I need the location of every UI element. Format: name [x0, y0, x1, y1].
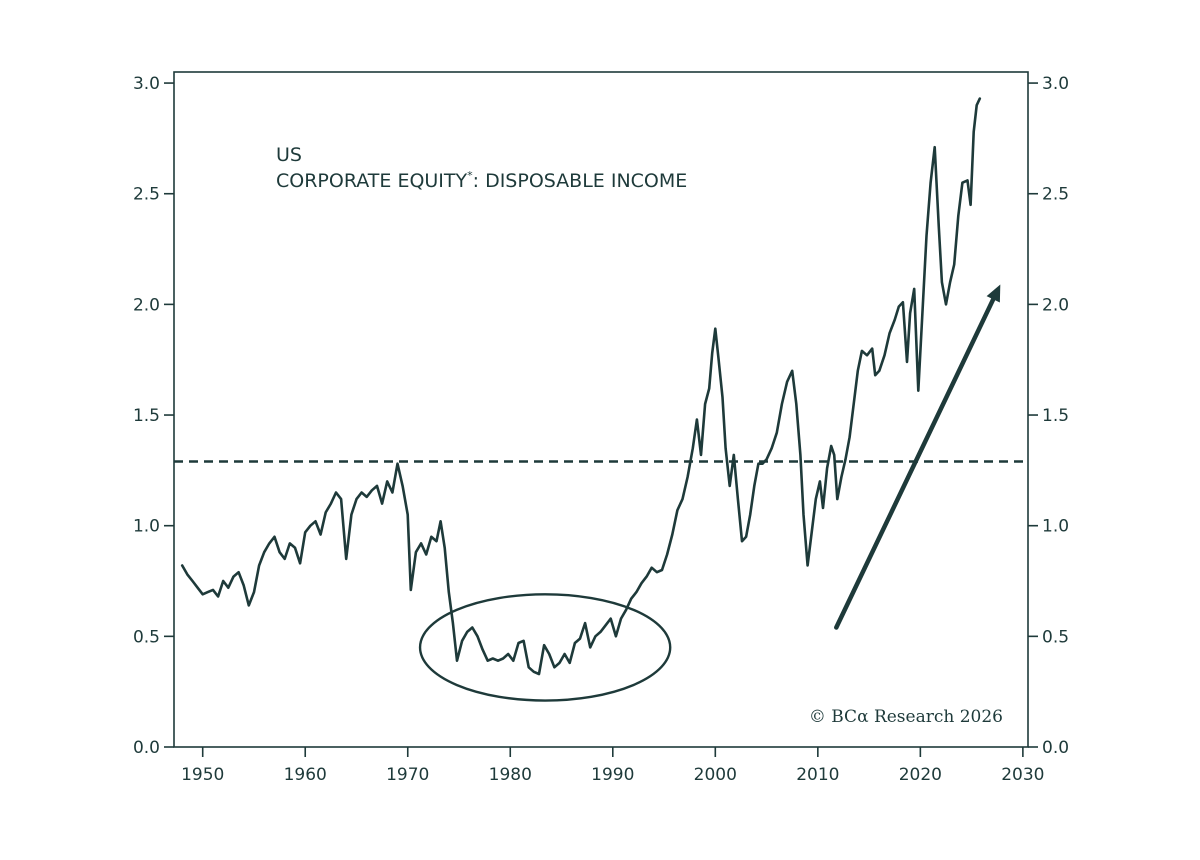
trend-arrow-shaft — [834, 293, 998, 630]
y-tick-label-left: 2.5 — [133, 185, 160, 205]
annotation-layer — [418, 284, 1001, 702]
chart-subtitle-rest: : DISPOSABLE INCOME — [473, 170, 688, 192]
axis-layer: 0.0 0.0 0.5 0.5 1.0 1.0 1.5 1.5 2.0 2.0 2.5 2.5 3.0 3… — [133, 74, 1069, 785]
x-tick-label: 1950 — [181, 765, 224, 785]
x-tick-label: 1990 — [591, 765, 634, 785]
y-tick-label-right: 2.0 — [1042, 295, 1069, 315]
chart-subtitle-main: CORPORATE EQUITY — [276, 170, 468, 192]
y-tick-label-right: 0.0 — [1042, 738, 1069, 758]
highlight-ellipse — [418, 593, 672, 702]
y-tick-label-left: 0.5 — [133, 627, 160, 647]
x-tick-label: 2000 — [694, 765, 737, 785]
y-tick-label-left: 3.0 — [133, 74, 160, 94]
trend-arrow-head — [986, 284, 1001, 303]
chart-subtitle-footnote-mark: * — [467, 169, 473, 182]
y-tick-label-left: 2.0 — [133, 295, 160, 315]
y-tick-label-right: 0.5 — [1042, 627, 1069, 647]
plot-frame — [173, 71, 1029, 748]
copyright-credit: © BCα Research 2026 — [809, 707, 1003, 727]
chart-subtitle: CORPORATE EQUITY*: DISPOSABLE INCOME — [276, 169, 687, 192]
x-tick-label: 2020 — [899, 765, 942, 785]
y-tick-label-left: 1.0 — [133, 517, 160, 537]
x-tick-label: 1960 — [284, 765, 327, 785]
y-tick-label-right: 2.5 — [1042, 185, 1069, 205]
x-tick-label: 1970 — [386, 765, 429, 785]
y-tick-label-right: 1.0 — [1042, 517, 1069, 537]
x-tick-label: 1980 — [489, 765, 532, 785]
y-tick-label-left: 0.0 — [133, 738, 160, 758]
series-layer — [180, 97, 982, 676]
y-tick-label-right: 1.5 — [1042, 406, 1069, 426]
chart-title: US — [276, 144, 302, 166]
y-tick-label-right: 3.0 — [1042, 74, 1069, 94]
series-line — [180, 97, 982, 676]
x-tick-label: 2010 — [796, 765, 839, 785]
y-tick-label-left: 1.5 — [133, 406, 160, 426]
x-tick-label: 2030 — [1001, 765, 1044, 785]
